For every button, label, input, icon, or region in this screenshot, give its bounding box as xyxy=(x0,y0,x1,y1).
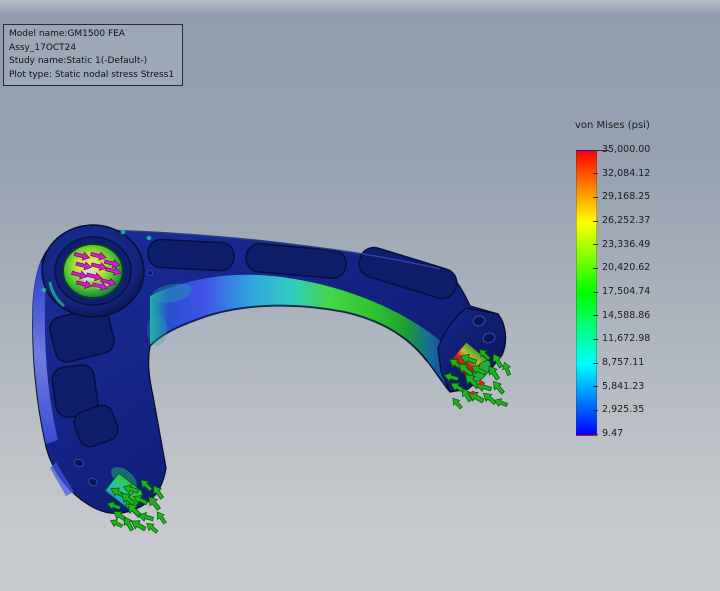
stress-gradient-band xyxy=(150,274,468,390)
legend-label: 23,336.49 xyxy=(602,238,651,250)
legend-tick xyxy=(593,433,598,435)
legend-label: 9.47 xyxy=(602,428,624,439)
legend-label: 20,420.62 xyxy=(602,262,651,274)
foot-hole xyxy=(74,458,84,468)
foot-hole xyxy=(88,477,98,487)
hot-spot xyxy=(478,380,484,386)
block-hole xyxy=(472,315,486,327)
bushing-boss[interactable] xyxy=(41,224,153,318)
legend-tick xyxy=(593,362,598,364)
legend-title: von Mises (psi) xyxy=(575,120,650,131)
legend-tick xyxy=(593,315,598,317)
legend-rows: 35,000.00 32,084.12 29,168.25 26,252.37 23,3… xyxy=(572,144,682,450)
load-arrows-right xyxy=(442,346,514,411)
legend-label: 2,925.35 xyxy=(602,404,645,416)
legend-tick xyxy=(595,149,609,151)
legend-tick xyxy=(593,267,598,269)
annotation-box[interactable]: Model name:GM1500 FEA Assy_17OCT24 Study… xyxy=(3,24,183,86)
annotation-model-name: Model name:GM1500 FEA Assy_17OCT24 xyxy=(9,29,125,53)
legend-tick xyxy=(593,173,598,175)
underside-shadow-edge xyxy=(149,304,428,362)
legend-color-bar xyxy=(576,150,597,436)
hot-spot xyxy=(470,390,476,396)
boss-bolt-dots xyxy=(41,229,153,293)
legend-label: 26,252.37 xyxy=(602,215,651,226)
legend-tick xyxy=(593,291,598,293)
leg-edge-highlight xyxy=(32,258,58,444)
foot-facet-highlight xyxy=(50,462,74,496)
stress-tint xyxy=(147,314,167,346)
legend-tick xyxy=(593,220,598,222)
control-arm-model[interactable] xyxy=(32,224,507,515)
legend-tick xyxy=(593,196,598,198)
boss-teal-rim xyxy=(48,281,65,308)
annotation-plot-type: Plot type: Static nodal stress Stress1 xyxy=(9,69,175,80)
legend-label: 32,084.12 xyxy=(602,167,651,179)
legend-label: 5,841.23 xyxy=(602,380,645,392)
legend-label: 11,672.98 xyxy=(602,333,651,345)
legend-tick xyxy=(593,338,598,340)
legend-label: 17,504.74 xyxy=(602,286,651,297)
legend-label: 29,168.25 xyxy=(602,191,651,203)
legend-tick xyxy=(593,386,598,388)
legend-label: 14,588.86 xyxy=(602,309,651,321)
annotation-study-name: Study name:Static 1(-Default-) xyxy=(9,56,148,66)
top-edge-highlight xyxy=(94,229,441,270)
top-face-pockets xyxy=(147,238,458,300)
leg-pockets xyxy=(49,307,119,448)
stress-tint xyxy=(152,283,192,303)
legend-tick xyxy=(593,409,598,411)
stress-legend[interactable]: von Mises (psi) 35,000.00 32,084.12 29,168… xyxy=(572,120,682,450)
legend-tick xyxy=(593,244,598,246)
legend-label: 35,000.00 xyxy=(602,144,651,155)
block-hole xyxy=(482,332,496,344)
legend-label: 8,757.11 xyxy=(602,357,645,368)
